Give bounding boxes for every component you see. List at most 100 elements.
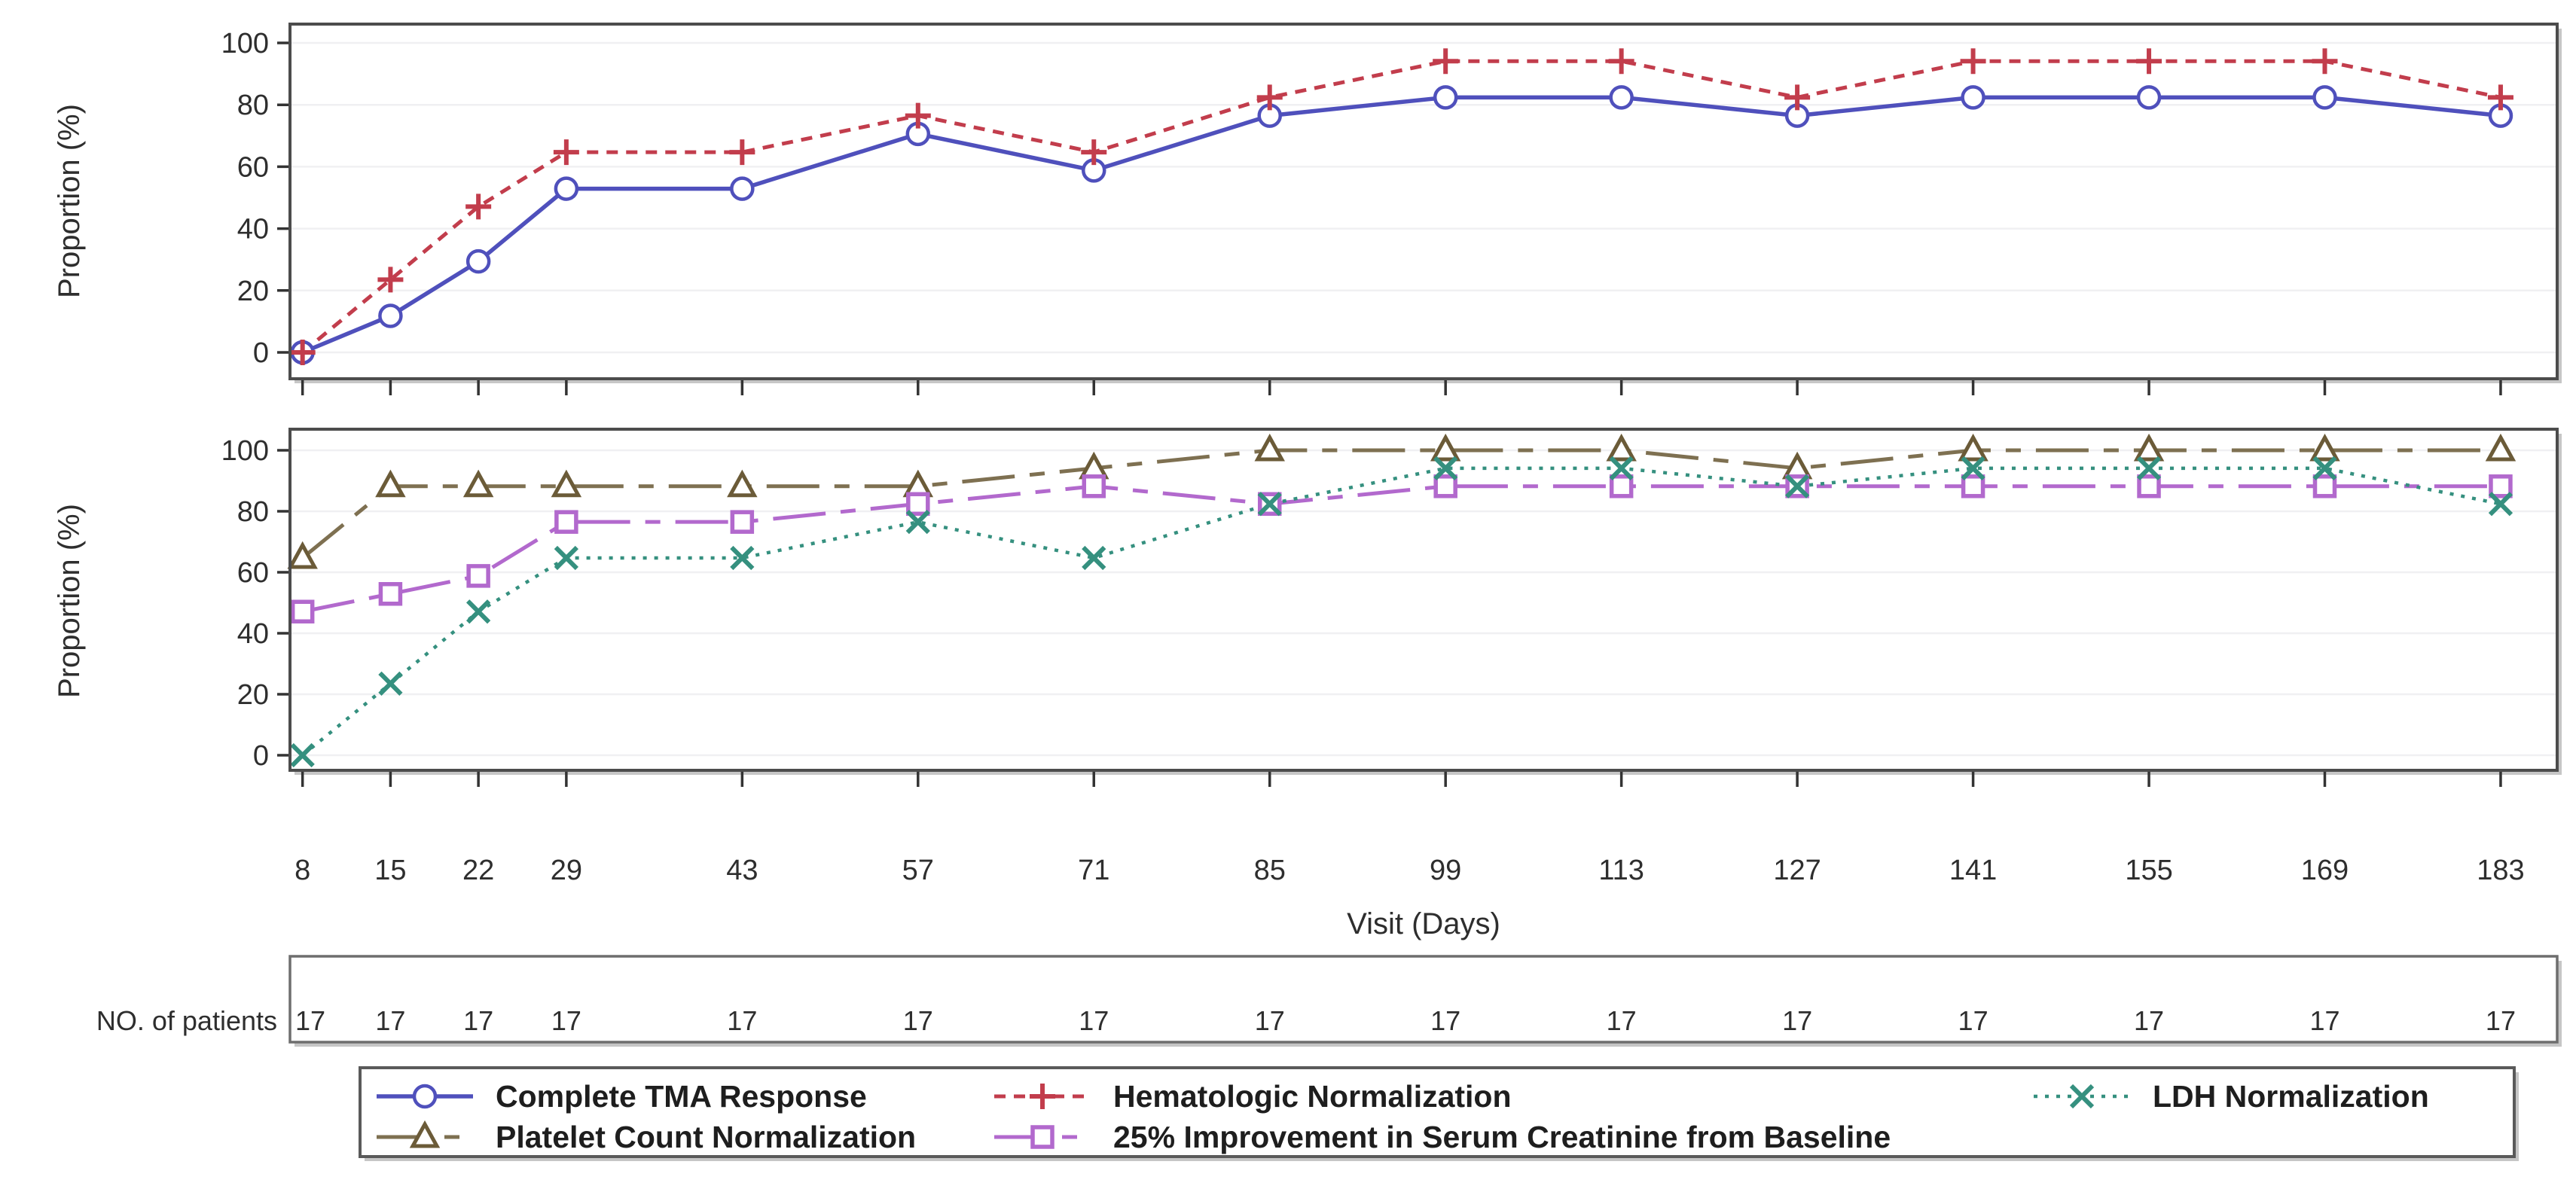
circle-marker (378, 303, 403, 328)
patients-row-label: NO. of patients (96, 1005, 277, 1036)
x-marker (1609, 456, 1634, 481)
patients-count: 17 (1607, 1005, 1637, 1036)
x-marker (1257, 492, 1282, 517)
plus-marker (289, 340, 316, 365)
x-marker (2136, 456, 2162, 481)
triangle-marker (2309, 433, 2340, 462)
plus-marker (729, 139, 755, 166)
series-markers-ldh-normalization (290, 456, 2513, 768)
patients-count: 17 (1079, 1005, 1109, 1036)
square-marker (906, 492, 930, 517)
triangle-marker (375, 469, 406, 498)
y-tick-label: 60 (237, 151, 269, 183)
x-tick-label: 113 (1598, 855, 1644, 886)
triangle-marker (727, 469, 758, 498)
x-marker (554, 545, 578, 571)
legend-border (359, 1066, 2516, 1158)
x-marker (1961, 456, 1985, 481)
triangle-marker (1430, 433, 1461, 462)
circle-marker (554, 176, 579, 201)
patients-count: 17 (1430, 1005, 1460, 1036)
y-tick-label: 20 (237, 679, 269, 711)
square-marker (290, 599, 315, 623)
y-tick-label: 40 (237, 214, 269, 245)
y-axis-title-top: Proportion (%) (53, 104, 86, 298)
legend-label-platelet-count-normalization: Platelet Count Normalization (496, 1120, 916, 1154)
circle-marker (2136, 85, 2162, 110)
square-marker (730, 510, 755, 534)
plus-marker (2487, 84, 2513, 111)
circle-marker (465, 248, 491, 274)
x-marker (378, 671, 403, 696)
legend-label-serum-creatinine-improvement: 25% Improvement in Serum Creatinine from… (1113, 1120, 1891, 1154)
x-tick-label: 71 (1078, 855, 1109, 886)
x-tick-label: 155 (2125, 855, 2172, 886)
x-tick-label: 29 (551, 855, 582, 886)
plus-marker (377, 267, 404, 293)
square-marker (378, 582, 403, 606)
series-markers-complete-tma-response (290, 85, 2513, 365)
legend-label-complete-tma-response: Complete TMA Response (496, 1079, 867, 1114)
triangle-marker (2133, 433, 2165, 462)
plus-marker (553, 139, 579, 166)
circle-marker (2312, 85, 2337, 110)
square-marker (1082, 474, 1106, 498)
x-tick-label: 85 (1254, 855, 1286, 886)
circle-marker (1961, 85, 1985, 110)
triangle-marker (287, 541, 318, 569)
panel-1: 0 20 40 60 80 100 (221, 428, 2562, 787)
triangle-marker (1958, 433, 1988, 462)
x-tick-label: 43 (726, 855, 758, 886)
square-marker (554, 510, 578, 534)
patients-count: 17 (2134, 1005, 2164, 1036)
panel-border (288, 428, 2559, 772)
x-tick-label: 22 (462, 855, 494, 886)
y-tick-label: 60 (237, 557, 269, 589)
y-axis-title-bottom: Proportion (%) (53, 504, 86, 698)
triangle-marker (1606, 433, 1637, 462)
series-line-ldh-normalization (301, 466, 2501, 757)
y-tick-label: 40 (237, 618, 269, 650)
patients-count: 17 (1255, 1005, 1285, 1036)
plus-marker (1433, 48, 1459, 75)
plus-marker (905, 102, 931, 129)
patients-count: 17 (295, 1005, 325, 1036)
plus-marker (1960, 48, 1986, 75)
patients-box-group: 17 17 17 17 17 17 17 17 17 17 17 17 17 17 17 (288, 955, 2562, 1047)
patients-count: 17 (903, 1005, 933, 1036)
square-marker (1609, 474, 1634, 498)
x-tick-label: 15 (374, 855, 406, 886)
patients-count: 17 (1958, 1005, 1988, 1036)
x-marker (2312, 456, 2337, 481)
plus-marker (2312, 48, 2338, 75)
x-marker (466, 599, 491, 624)
x-marker (2488, 492, 2513, 517)
panels-group: 0 20 40 60 80 100 0 20 40 60 80 100 (221, 23, 2562, 787)
x-tick-label: 57 (902, 855, 934, 886)
patients-count: 17 (2309, 1005, 2339, 1036)
x-axis-group: 8 15 22 29 43 57 71 85 99 113 127 141 155 169 183 (295, 855, 2525, 886)
y-tick-label: 100 (221, 28, 269, 59)
y-tick-label: 100 (221, 435, 269, 467)
legend-label-hematologic-normalization: Hematologic Normalization (1113, 1079, 1512, 1114)
patients-count: 17 (551, 1005, 581, 1036)
circle-marker (730, 176, 755, 201)
x-marker (1784, 474, 1810, 498)
x-tick-label: 183 (2477, 855, 2524, 886)
triangle-marker (551, 469, 582, 498)
y-tick-label: 20 (237, 276, 269, 307)
circle-marker (1609, 85, 1634, 110)
plus-marker (1784, 84, 1811, 111)
square-marker (2312, 474, 2337, 498)
patients-box (288, 955, 2559, 1044)
y-tick-label: 80 (237, 496, 269, 528)
x-tick-label: 8 (295, 855, 310, 886)
triangle-marker (2485, 433, 2516, 462)
patients-count: 17 (727, 1005, 757, 1036)
x-marker (290, 742, 315, 768)
square-marker (466, 564, 490, 588)
y-tick-label: 0 (253, 337, 269, 369)
square-marker (1961, 474, 1985, 498)
